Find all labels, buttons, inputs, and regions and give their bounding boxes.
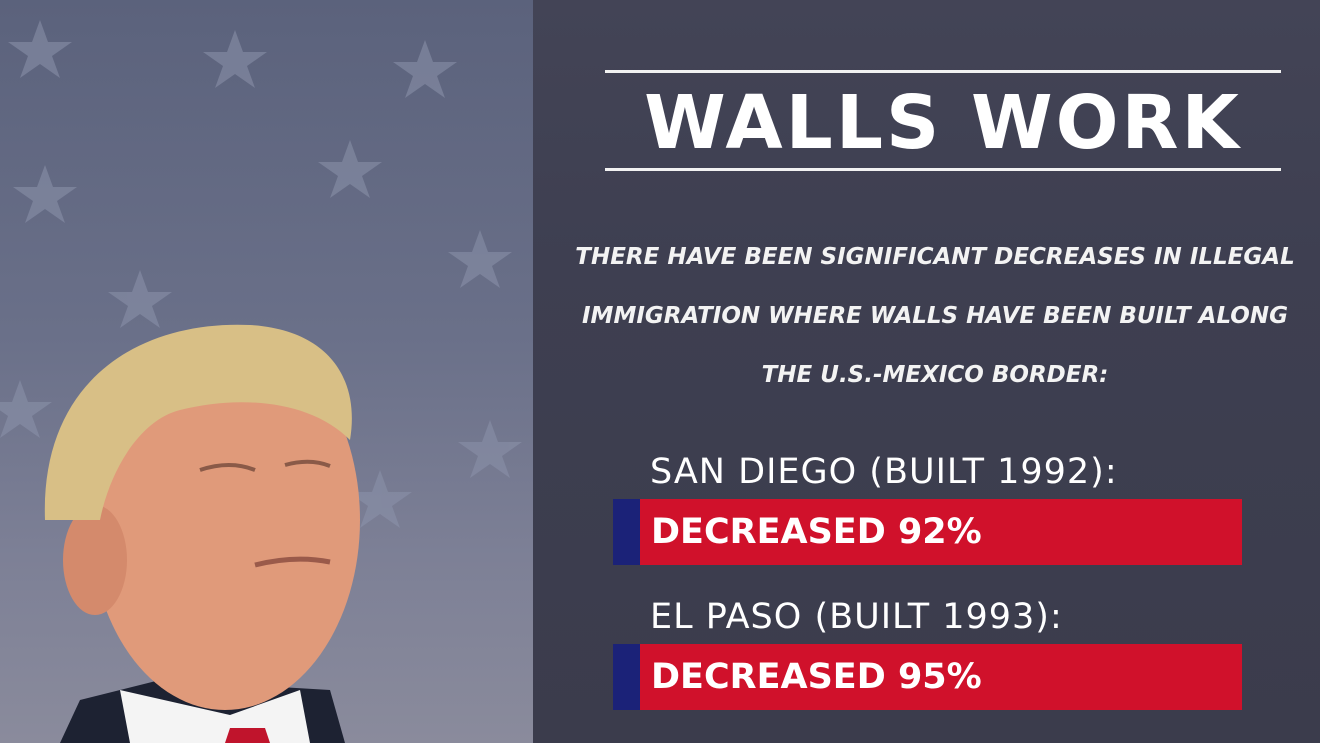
bar-accent	[613, 499, 640, 565]
intro-text: THERE HAVE BEEN SIGNIFICANT DECREASES IN…	[575, 244, 1295, 388]
photo-panel	[0, 0, 533, 743]
san-diego-result-bar: DECREASED 92%	[613, 499, 1242, 565]
el-paso-result-bar: DECREASED 95%	[613, 644, 1242, 710]
star-icons	[0, 20, 522, 528]
infographic-panel	[533, 0, 1320, 743]
title-rule-bottom	[605, 168, 1281, 171]
san-diego-label: SAN DIEGO (BUILT 1992):	[650, 452, 1118, 492]
san-diego-result: DECREASED 92%	[651, 512, 982, 552]
title-rule-top	[605, 70, 1281, 73]
flag-and-portrait-image	[0, 20, 522, 743]
el-paso-result: DECREASED 95%	[651, 657, 982, 697]
bar-accent	[613, 644, 640, 710]
el-paso-label: EL PASO (BUILT 1993):	[650, 597, 1063, 637]
portrait	[44, 324, 360, 743]
headline: WALLS WORK	[644, 80, 1242, 166]
